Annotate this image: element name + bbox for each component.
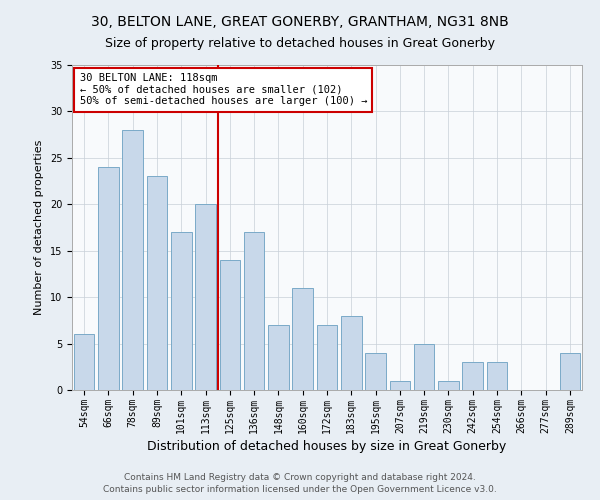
Bar bbox=[74, 334, 94, 390]
Bar bbox=[438, 380, 459, 390]
Bar bbox=[268, 325, 289, 390]
Bar bbox=[98, 167, 119, 390]
Bar bbox=[122, 130, 143, 390]
Text: 30, BELTON LANE, GREAT GONERBY, GRANTHAM, NG31 8NB: 30, BELTON LANE, GREAT GONERBY, GRANTHAM… bbox=[91, 15, 509, 29]
Bar bbox=[317, 325, 337, 390]
Bar bbox=[220, 260, 240, 390]
Bar bbox=[244, 232, 265, 390]
Bar bbox=[146, 176, 167, 390]
Text: 30 BELTON LANE: 118sqm
← 50% of detached houses are smaller (102)
50% of semi-de: 30 BELTON LANE: 118sqm ← 50% of detached… bbox=[80, 73, 367, 106]
Bar bbox=[365, 353, 386, 390]
Y-axis label: Number of detached properties: Number of detached properties bbox=[34, 140, 44, 315]
Bar bbox=[195, 204, 216, 390]
X-axis label: Distribution of detached houses by size in Great Gonerby: Distribution of detached houses by size … bbox=[148, 440, 506, 453]
Bar bbox=[389, 380, 410, 390]
Bar bbox=[341, 316, 362, 390]
Text: Contains public sector information licensed under the Open Government Licence v3: Contains public sector information licen… bbox=[103, 485, 497, 494]
Bar bbox=[487, 362, 508, 390]
Bar bbox=[292, 288, 313, 390]
Bar bbox=[463, 362, 483, 390]
Bar bbox=[560, 353, 580, 390]
Bar bbox=[414, 344, 434, 390]
Bar bbox=[171, 232, 191, 390]
Text: Contains HM Land Registry data © Crown copyright and database right 2024.: Contains HM Land Registry data © Crown c… bbox=[124, 474, 476, 482]
Text: Size of property relative to detached houses in Great Gonerby: Size of property relative to detached ho… bbox=[105, 38, 495, 51]
